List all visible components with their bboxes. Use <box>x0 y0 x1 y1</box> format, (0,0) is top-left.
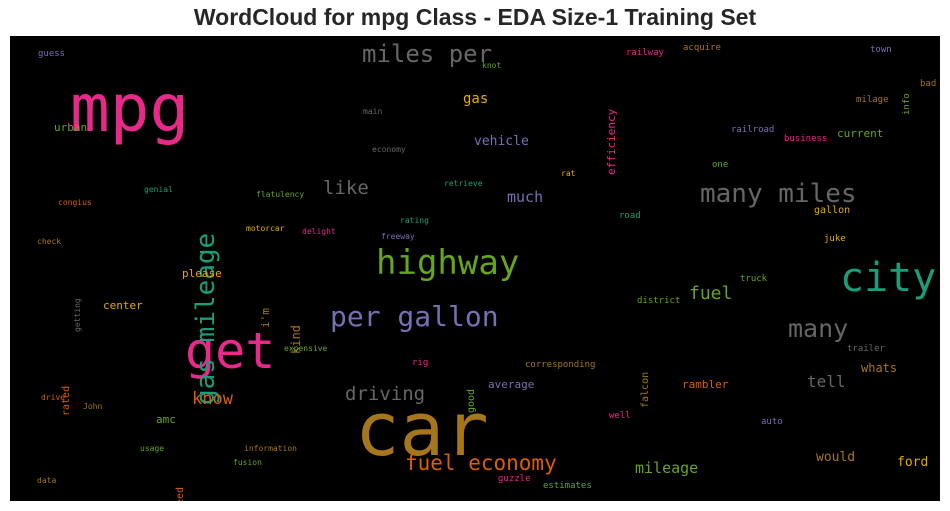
word-vehicle: vehicle <box>474 135 529 148</box>
word-center: center <box>103 300 143 311</box>
word-delight: delight <box>302 228 336 236</box>
word-gas: gas <box>463 92 488 106</box>
word-guzzle: guzzle <box>498 475 531 484</box>
word-rating: rating <box>400 217 429 225</box>
word-drive: drive <box>41 394 65 402</box>
word-check: check <box>37 238 61 246</box>
word-cloud-canvas: car mpg get city highway per gallon gas mileag… <box>10 36 940 501</box>
word-flatulency: flatulency <box>256 191 304 199</box>
word-main: main <box>363 108 382 116</box>
word-gas-mileage: gas mileage <box>193 232 219 404</box>
word-i-m: i'm <box>260 308 271 328</box>
word-genial: genial <box>144 186 173 194</box>
word-motorcar: motorcar <box>246 225 285 233</box>
word-corresponding: corresponding <box>525 361 595 370</box>
word-mpg: mpg <box>70 76 189 142</box>
word-railroad: railroad <box>731 126 774 135</box>
word-bad: bad <box>920 80 936 89</box>
word-knot: knot <box>482 62 501 70</box>
word-data: data <box>37 477 56 485</box>
word-rambler: rambler <box>682 379 728 390</box>
word-well: well <box>609 412 631 421</box>
word-falcon: falcon <box>641 372 651 408</box>
word-good: good <box>467 389 477 413</box>
word-john: John <box>83 403 102 411</box>
word-milage: milage <box>856 96 889 105</box>
word-driving: driving <box>345 385 425 404</box>
word-freeway: freeway <box>381 233 415 241</box>
word-truck: truck <box>740 275 767 284</box>
word-many: many <box>788 316 848 341</box>
word-highway: highway <box>376 246 519 280</box>
word-know: know <box>192 391 233 408</box>
word-rat: rat <box>561 170 575 178</box>
word-information: information <box>244 445 297 453</box>
word-ford: ford <box>897 456 928 469</box>
word-congius: congius <box>58 199 92 207</box>
word-usage: usage <box>140 445 164 453</box>
word-auto: auto <box>761 418 783 427</box>
word-getting: getting <box>74 298 82 332</box>
word-whats: whats <box>861 362 897 374</box>
word-average: average <box>488 379 534 390</box>
word-retrieve: retrieve <box>444 180 483 188</box>
word-one: one <box>712 161 728 170</box>
word-fuel-economy: fuel economy <box>405 453 557 474</box>
word-many-miles: many miles <box>700 181 857 207</box>
word-guess: guess <box>38 50 65 59</box>
word-amc: amc <box>156 414 176 425</box>
word-like: like <box>323 179 369 198</box>
word-gallon: gallon <box>814 206 850 216</box>
word-expensive: expensive <box>284 345 327 353</box>
word-need: need <box>176 487 186 501</box>
word-fuel: fuel <box>689 285 732 303</box>
word-rig: rig <box>412 359 428 368</box>
word-juke: juke <box>824 235 846 244</box>
word-road: road <box>619 212 641 221</box>
word-fusion: fusion <box>233 459 262 467</box>
word-would: would <box>816 451 855 464</box>
chart-title: WordCloud for mpg Class - EDA Size-1 Tra… <box>0 4 950 31</box>
word-economy: economy <box>372 146 406 154</box>
word-mileage: mileage <box>635 461 698 476</box>
word-per-gallon: per gallon <box>330 303 499 331</box>
word-current: current <box>837 128 883 139</box>
word-district: district <box>637 297 680 306</box>
word-urban: urban <box>54 122 87 133</box>
word-estimates: estimates <box>543 482 592 491</box>
word-city: city <box>840 258 936 298</box>
word-tell: tell <box>807 374 846 390</box>
word-efficiency: efficiency <box>606 109 617 175</box>
word-business: business <box>784 135 827 144</box>
word-info: info <box>903 93 912 115</box>
word-acquire: acquire <box>683 44 721 53</box>
word-trailer: trailer <box>847 345 885 354</box>
word-please: please <box>182 268 222 279</box>
word-much: much <box>507 190 543 205</box>
word-railway: railway <box>626 49 664 58</box>
word-town: town <box>870 46 892 55</box>
word-miles-per: miles per <box>362 42 492 66</box>
